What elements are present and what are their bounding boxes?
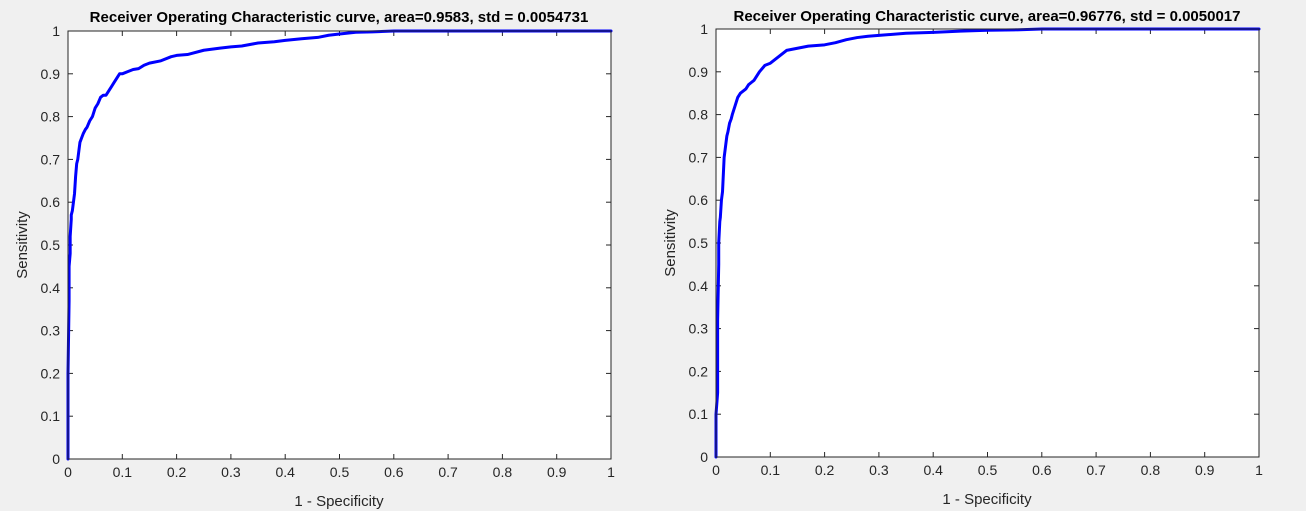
right-chart-ylabel: Sensitivity xyxy=(662,209,679,277)
right-x-tick-label: 0 xyxy=(712,462,720,478)
right-y-tick-label: 0.6 xyxy=(689,192,709,208)
left-x-tick-label: 0.3 xyxy=(221,464,241,480)
right-y-tick-label: 0.8 xyxy=(689,107,709,123)
left-chart-xlabel: 1 - Specificity xyxy=(294,493,384,510)
right-x-tick-label: 0.6 xyxy=(1032,462,1052,478)
left-y-tick-label: 0.7 xyxy=(41,151,61,167)
left-axes-box xyxy=(67,30,612,460)
left-x-tick-label: 0.6 xyxy=(384,464,404,480)
left-roc-chart: Receiver Operating Characteristic curve,… xyxy=(14,9,615,510)
left-y-tick-label: 0.3 xyxy=(41,323,61,339)
left-x-tick-label: 0.8 xyxy=(493,464,513,480)
left-x-tick-label: 0.4 xyxy=(275,464,295,480)
right-y-tick-label: 0.4 xyxy=(689,278,709,294)
left-x-tick-label: 0.2 xyxy=(167,464,187,480)
right-x-tick-label: 0.9 xyxy=(1195,462,1215,478)
right-y-tick-label: 0.1 xyxy=(689,406,709,422)
left-y-tick-label: 0.4 xyxy=(41,280,61,296)
right-x-tick-label: 0.5 xyxy=(978,462,998,478)
left-x-tick-label: 0.7 xyxy=(438,464,458,480)
right-chart-title: Receiver Operating Characteristic curve,… xyxy=(734,8,1241,25)
left-chart-ylabel: Sensitivity xyxy=(14,211,31,279)
right-y-tick-label: 0 xyxy=(700,449,708,465)
right-x-tick-label: 0.3 xyxy=(869,462,889,478)
right-axes-box xyxy=(715,28,1260,458)
right-x-tick-label: 1 xyxy=(1255,462,1263,478)
left-x-tick-label: 0.1 xyxy=(113,464,133,480)
left-x-tick-label: 1 xyxy=(607,464,615,480)
left-roc-curve xyxy=(66,29,613,461)
right-roc-chart: Receiver Operating Characteristic curve,… xyxy=(662,8,1263,508)
left-x-tick-label: 0.9 xyxy=(547,464,567,480)
left-chart-title: Receiver Operating Characteristic curve,… xyxy=(90,9,589,26)
right-plot-area xyxy=(716,29,1259,457)
left-y-tick-label: 0.8 xyxy=(41,109,61,125)
right-chart-xlabel: 1 - Specificity xyxy=(942,491,1032,508)
left-y-tick-label: 0.5 xyxy=(41,237,61,253)
left-y-tick-label: 0.9 xyxy=(41,66,61,82)
left-y-tick-label: 0.2 xyxy=(41,365,61,381)
right-x-tick-label: 0.8 xyxy=(1141,462,1161,478)
right-y-tick-label: 0.2 xyxy=(689,363,709,379)
right-y-tick-label: 1 xyxy=(700,21,708,37)
right-x-tick-label: 0.2 xyxy=(815,462,835,478)
left-x-tick-label: 0.5 xyxy=(330,464,350,480)
left-y-tick-label: 1 xyxy=(52,23,60,39)
right-x-tick-label: 0.1 xyxy=(761,462,781,478)
right-y-tick-label: 0.9 xyxy=(689,64,709,80)
right-roc-curve xyxy=(714,27,1261,459)
left-plot-area xyxy=(68,31,611,459)
left-y-tick-label: 0.1 xyxy=(41,408,61,424)
right-y-tick-label: 0.7 xyxy=(689,149,709,165)
left-y-tick-label: 0 xyxy=(52,451,60,467)
right-x-tick-label: 0.4 xyxy=(923,462,943,478)
right-y-tick-label: 0.5 xyxy=(689,235,709,251)
right-x-tick-label: 0.7 xyxy=(1086,462,1106,478)
left-y-tick-label: 0.6 xyxy=(41,194,61,210)
left-x-tick-label: 0 xyxy=(64,464,72,480)
right-y-tick-label: 0.3 xyxy=(689,321,709,337)
